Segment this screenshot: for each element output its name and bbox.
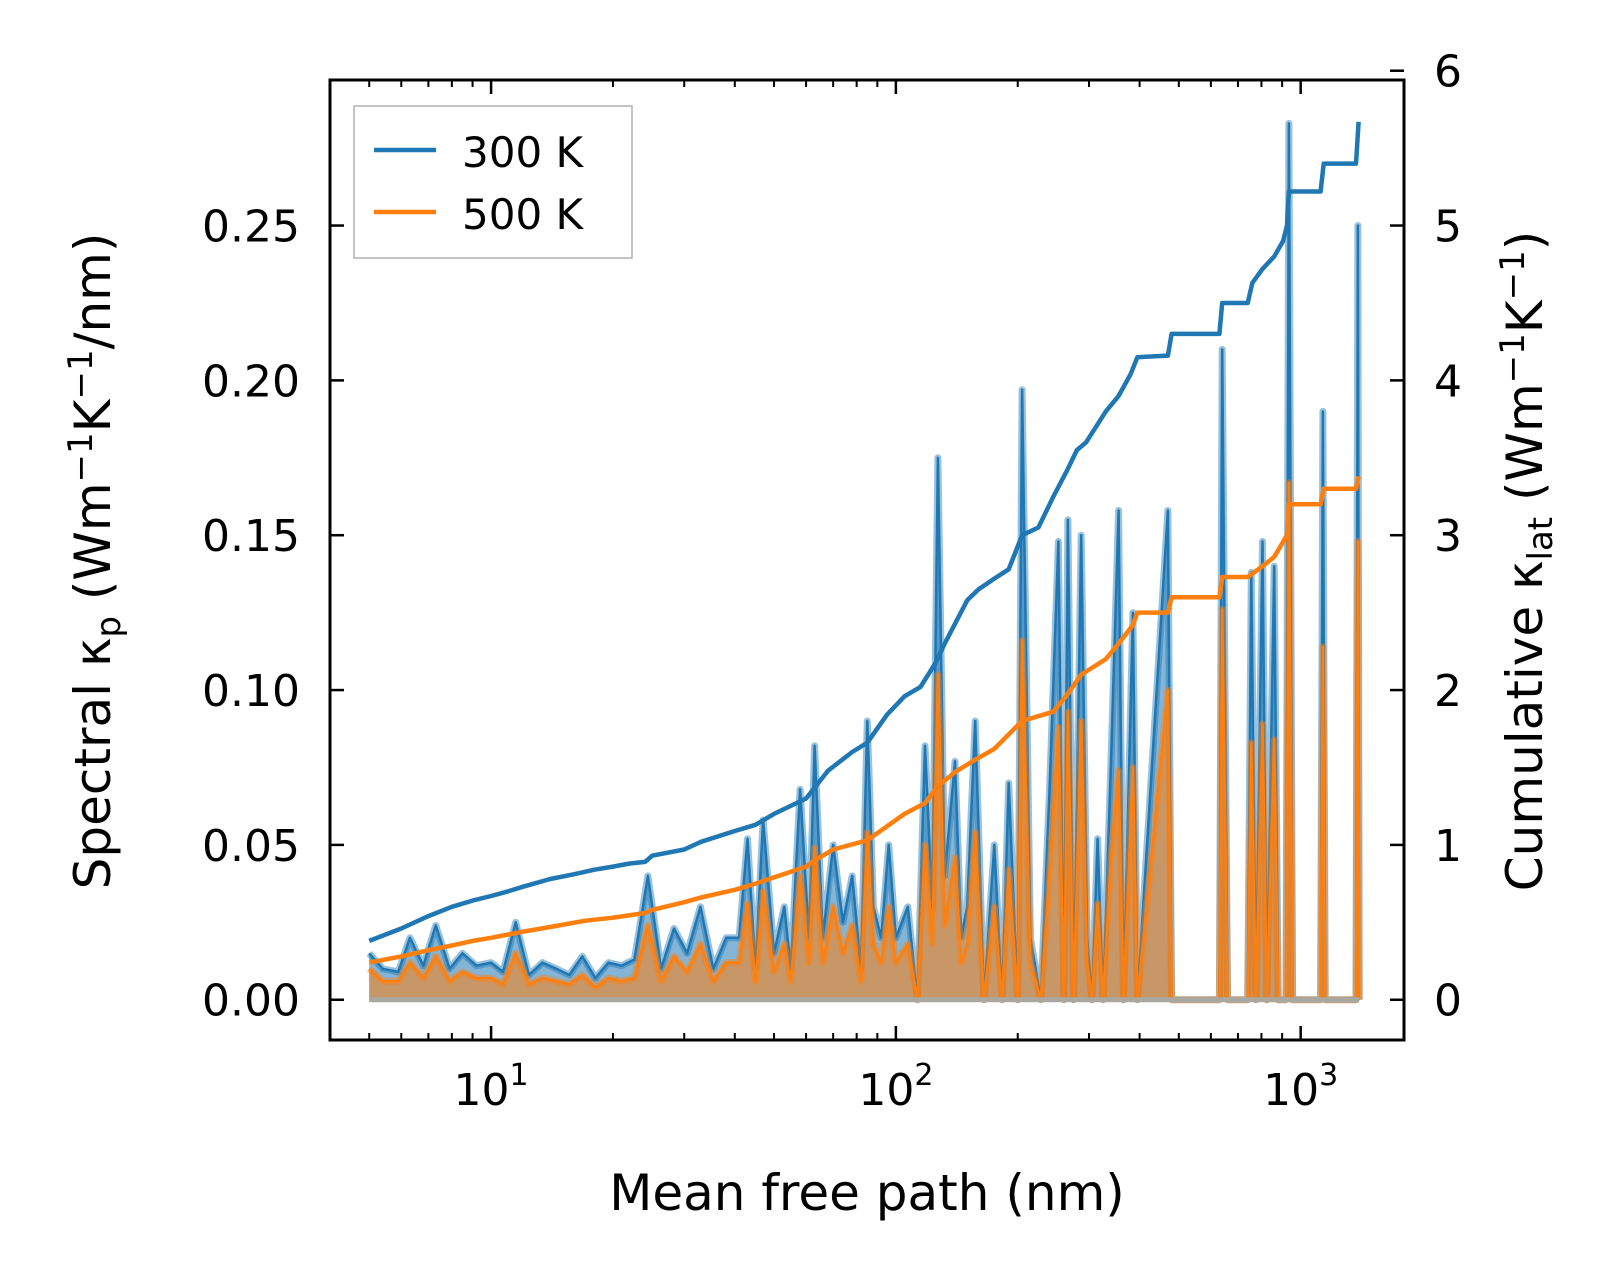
- y-left-tick-label: 0.20: [202, 356, 300, 407]
- cumulative-line-500k: [368, 475, 1361, 965]
- y-left-tick-label: 0.00: [202, 976, 300, 1027]
- x-tick-label: 103: [1263, 1058, 1338, 1116]
- spectral-area-300k: [369, 123, 1360, 1000]
- y-right-tick-label: 5: [1434, 202, 1462, 253]
- y-right-tick-label: 4: [1434, 356, 1462, 407]
- tick-layer: 101 102 103 0.00 0.05 0.10 0.15 0.20 0.25 0 1 2 3 4 5 6: [202, 47, 1462, 1116]
- x-axis-label: Mean free path (nm): [609, 1164, 1125, 1222]
- spectral-area-500k: [369, 482, 1360, 1000]
- y-axis-left-label: Spectral κp (Wm−1K−1/nm): [61, 233, 129, 890]
- legend-box: [353, 105, 633, 259]
- y-left-tick-label: 0.15: [202, 511, 300, 562]
- y-left-tick-label: 0.10: [202, 666, 300, 717]
- spectral-line-300k: [368, 122, 1361, 1001]
- spectral-line-500k: [368, 481, 1361, 1001]
- x-tick-label: 102: [858, 1058, 933, 1116]
- y-right-tick-label: 2: [1434, 666, 1462, 717]
- cumulative-line-300k: [368, 121, 1361, 943]
- x-tick-label: 101: [454, 1058, 529, 1116]
- legend: 300 K 500 K: [353, 105, 633, 259]
- y-left-tick-label: 0.05: [202, 821, 300, 872]
- y-right-tick-label: 6: [1434, 47, 1462, 98]
- legend-label-300k: 300 K: [462, 128, 585, 177]
- y-right-tick-label: 0: [1434, 976, 1462, 1027]
- y-left-tick-label: 0.25: [202, 202, 300, 253]
- y-right-tick-label: 3: [1434, 511, 1462, 562]
- legend-label-500k: 500 K: [462, 190, 585, 239]
- axes-frame: [328, 78, 1406, 1042]
- y-axis-right-label: Cumulative κlat (Wm−1K−1): [1493, 231, 1561, 891]
- y-right-tick-label: 1: [1434, 821, 1462, 872]
- plot-area: [366, 119, 1363, 1004]
